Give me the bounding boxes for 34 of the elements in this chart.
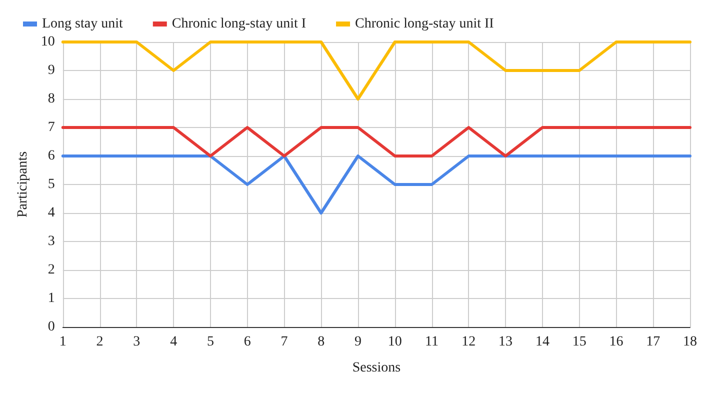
x-tick-label: 4 [170, 334, 178, 350]
y-tick-label: 10 [40, 34, 55, 50]
x-tick-label: 2 [96, 334, 104, 350]
y-tick-label: 7 [48, 120, 55, 135]
legend-label: Long stay unit [42, 16, 123, 32]
x-tick-label: 15 [572, 334, 586, 350]
y-tick-label: 1 [48, 291, 55, 306]
legend-label: Chronic long-stay unit I [172, 16, 306, 32]
x-tick-label: 6 [244, 334, 251, 350]
y-axis-title: Participants [16, 151, 30, 218]
x-tick-label: 16 [609, 334, 624, 350]
x-tick-label: 3 [133, 334, 140, 350]
x-tick-label: 13 [498, 334, 513, 350]
y-tick-label: 0 [48, 320, 55, 334]
x-tick-label: 10 [388, 334, 402, 350]
x-tick-label: 1 [59, 334, 66, 350]
x-axis-title: Sessions [352, 360, 401, 376]
x-tick-label: 8 [318, 334, 325, 350]
x-tick-label: 17 [646, 334, 660, 350]
y-tick-label: 2 [48, 262, 55, 278]
y-tick-label: 5 [48, 177, 55, 192]
x-tick-label: 14 [535, 334, 550, 350]
y-tick-label: 8 [48, 92, 55, 106]
x-tick-label: 7 [280, 334, 288, 350]
x-tick-label: 12 [462, 334, 476, 350]
y-tick-label: 4 [48, 206, 55, 220]
x-tick-label: 11 [425, 334, 439, 350]
x-tick-label: 5 [206, 334, 214, 350]
legend-label: Chronic long-stay unit II [355, 16, 494, 32]
y-tick-label: 3 [48, 234, 55, 249]
x-tick-label: 9 [354, 334, 362, 350]
y-tick-label: 6 [48, 148, 55, 164]
x-tick-label: 18 [683, 334, 697, 350]
y-tick-label: 9 [48, 63, 55, 78]
